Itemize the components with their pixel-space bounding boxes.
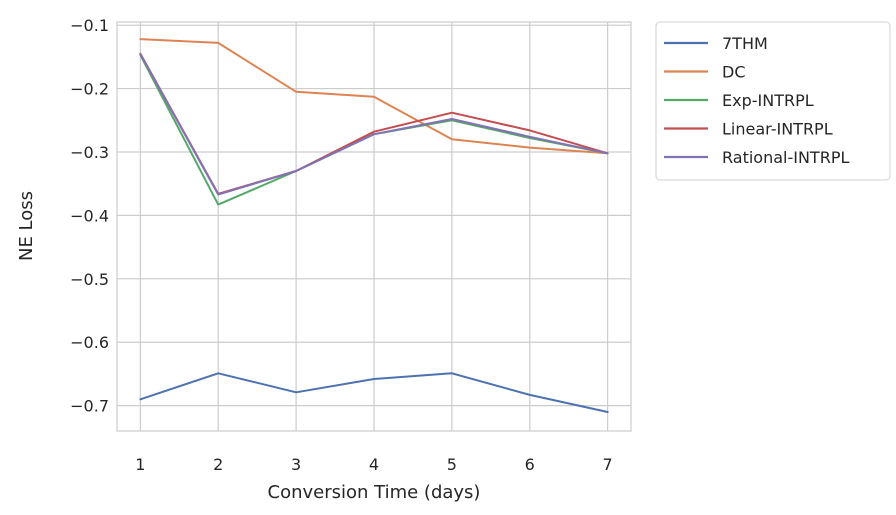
x-tick-label: 2 — [213, 455, 223, 474]
legend-label-7thm: 7THM — [722, 34, 768, 53]
y-tick-label: −0.6 — [70, 333, 109, 352]
x-tick-label: 5 — [447, 455, 457, 474]
y-tick-label: −0.7 — [70, 397, 109, 416]
x-tick-label: 1 — [135, 455, 145, 474]
legend-label-linear-intrpl: Linear-INTRPL — [722, 120, 833, 139]
x-tick-label: 3 — [291, 455, 301, 474]
y-axis-label: NE Loss — [16, 191, 37, 261]
legend: 7THM DC Exp-INTRPL Linear-INTRPL Rational-IN… — [655, 21, 891, 181]
series-line-rational-intrpl — [139, 53, 609, 196]
x-tick-label: 7 — [603, 455, 613, 474]
legend-label-exp-intrpl: Exp-INTRPL — [722, 91, 814, 110]
legend-frame — [655, 21, 891, 181]
y-tick-label: −0.1 — [70, 16, 109, 35]
y-tick-label: −0.3 — [70, 143, 109, 162]
y-tick-label: −0.5 — [70, 270, 109, 289]
y-tick-label: −0.2 — [70, 80, 109, 99]
x-axis-label: Conversion Time (days) — [268, 482, 481, 503]
x-tick-label: 4 — [369, 455, 379, 474]
legend-label-dc: DC — [722, 63, 746, 82]
series-line-dc — [139, 38, 609, 155]
series-lines — [139, 38, 609, 413]
x-tick-labels: 1 2 3 4 5 6 7 — [135, 455, 612, 474]
x-tick-label: 6 — [525, 455, 535, 474]
y-tick-label: −0.4 — [70, 206, 109, 225]
grid — [117, 22, 631, 431]
y-tick-labels: −0.1 −0.2 −0.3 −0.4 −0.5 −0.6 −0.7 — [70, 16, 109, 415]
legend-label-rational-intrpl: Rational-INTRPL — [722, 148, 849, 167]
series-line-7thm — [139, 372, 609, 413]
